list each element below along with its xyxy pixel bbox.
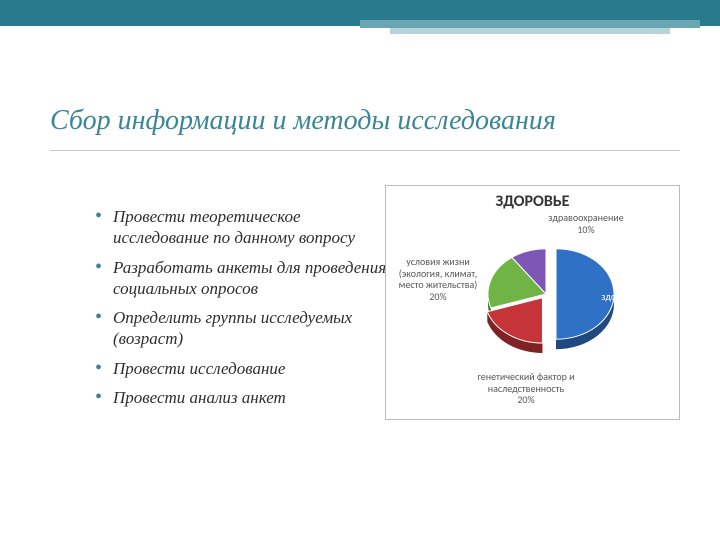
list-item: Провести анализ анкет — [95, 387, 395, 408]
accent-stripe-light — [390, 28, 670, 34]
header-accent — [0, 0, 720, 38]
bullet-list: Провести теоретическое исследование по д… — [55, 206, 395, 416]
chart-slice-label: здравоохранение10% — [531, 212, 641, 235]
chart-slice-label: условия жизни (экология, климат, место ж… — [388, 256, 488, 302]
page-title: Сбор информации и методы исследования — [50, 105, 670, 137]
title-underline — [50, 150, 680, 151]
chart-slice-label: здоровый образ жизни50% — [596, 291, 676, 326]
chart-slice-label: генетический фактор и наследственность20… — [471, 371, 581, 406]
list-item: Определить группы исследуемых (возраст) — [95, 307, 395, 350]
list-item: Провести теоретическое исследование по д… — [95, 206, 395, 249]
pie-svg — [476, 224, 616, 374]
chart-title: ЗДОРОВЬЕ — [386, 192, 679, 211]
list-item: Разработать анкеты для проведения социал… — [95, 257, 395, 300]
slide: Сбор информации и методы исследования Пр… — [0, 0, 720, 540]
accent-stripe-mid — [360, 20, 700, 28]
list-item: Провести исследование — [95, 358, 395, 379]
health-pie-chart: ЗДОРОВЬЕ здравоохранение10% условия жизни… — [385, 185, 680, 420]
pie-wrap — [476, 224, 616, 364]
